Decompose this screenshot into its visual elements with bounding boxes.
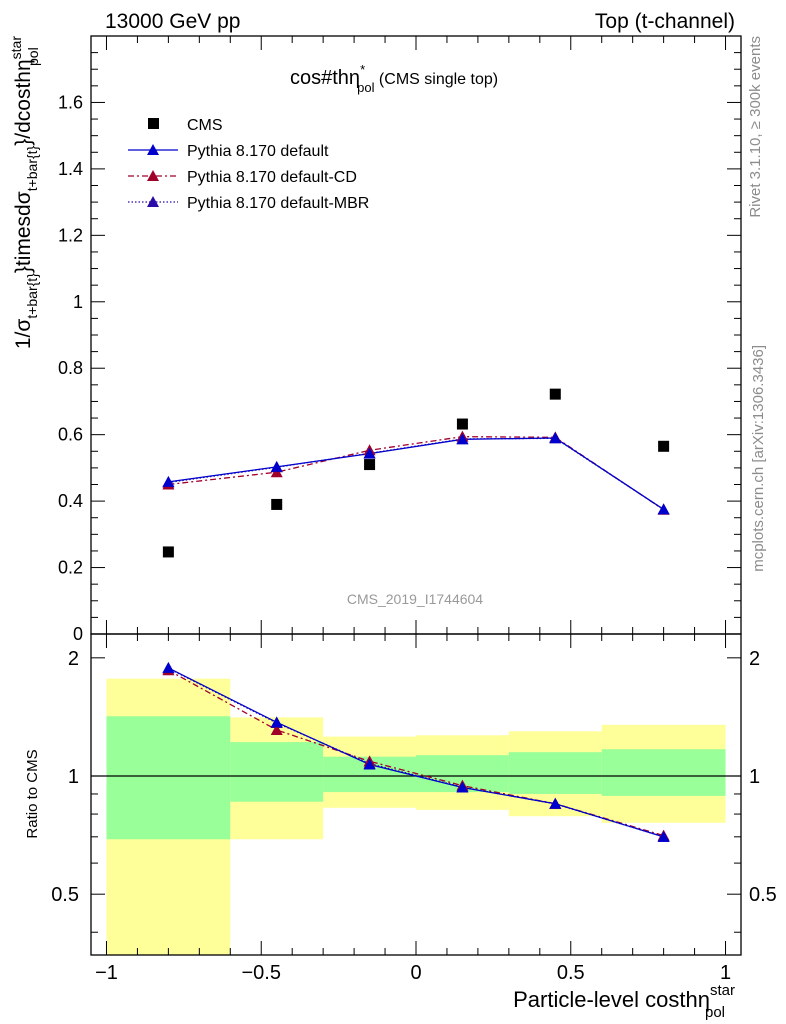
ratio-point-default <box>270 716 283 728</box>
legend: CMS Pythia 8.170 default Pythia 8.170 de… <box>128 117 369 212</box>
main-ytick-label: 0.6 <box>58 425 83 445</box>
rivet-label: Rivet 3.1.10, ≥ 300k events <box>747 36 764 218</box>
ratio-xtick-label: 0 <box>410 962 421 984</box>
legend-marker-mbr <box>147 196 159 207</box>
legend-label-cms: CMS <box>187 117 223 134</box>
main-title-sub: pol <box>357 80 374 95</box>
main-ylabel-c-sub: pol <box>25 47 41 66</box>
ratio-band-inner <box>508 752 602 794</box>
ratio-point-default <box>363 758 376 770</box>
xlabel-sup: star <box>710 982 735 999</box>
main-ytick-label: 1.6 <box>58 92 83 112</box>
main-x-ticks <box>105 36 727 634</box>
ratio-y-axis: 0.5 0.5 1 1 2 2 <box>51 648 777 933</box>
main-point-default <box>162 475 175 487</box>
xlabel-main: Particle-level costhη <box>513 987 710 1012</box>
main-ytick-label: 0.8 <box>58 358 83 378</box>
main-ylabel-c: }/dcosthη <box>12 59 35 145</box>
main-point-default <box>549 431 562 443</box>
main-point-cms <box>658 440 670 452</box>
main-point-cms <box>364 459 376 471</box>
main-point-cms <box>456 418 468 430</box>
watermark: CMS_2019_I1744604 <box>347 591 483 607</box>
ratio-band-inner <box>230 742 324 802</box>
mcplots-label: mcplots.cern.ch [arXiv:1306.3436] <box>750 345 767 572</box>
ratio-xtick-label: −0.5 <box>241 962 280 984</box>
main-ytick-label: 1.2 <box>58 225 83 245</box>
legend-marker-cd <box>147 170 159 181</box>
main-point-cms <box>162 546 174 558</box>
legend-entry-mbr: Pythia 8.170 default-MBR <box>128 195 369 212</box>
main-ytick-label: 0.2 <box>58 558 83 578</box>
main-point-default <box>363 447 376 459</box>
main-ytick-label: 0.4 <box>58 491 83 511</box>
main-line-mbr <box>168 437 664 510</box>
main-ylabel: 1/σt+bar{t}}timesdσt+bar{t}}/dcosthηstar… <box>8 36 41 349</box>
xlabel: Particle-level costhηstar pol <box>513 982 735 1021</box>
legend-label-default: Pythia 8.170 default <box>187 143 329 160</box>
ratio-xtick-label: −1 <box>95 962 118 984</box>
legend-entry-cms: CMS <box>148 117 223 134</box>
ratio-line-default <box>168 667 664 838</box>
ratio-xtick-label: 0.5 <box>557 962 585 984</box>
main-point-default <box>456 433 469 445</box>
main-ylabel-a-sub: t+bar{t} <box>24 273 40 319</box>
ratio-line-cd <box>168 669 664 837</box>
main-line-default <box>168 437 664 510</box>
ratio-point-default <box>657 830 670 842</box>
ratio-band-inner <box>601 749 726 796</box>
main-title-sup: * <box>360 62 365 77</box>
ratio-ytick-label-right: 1 <box>749 766 760 788</box>
main-ytick-label: 0 <box>73 624 83 644</box>
ratio-ytick-label-right: 0.5 <box>749 884 777 906</box>
main-point-default <box>657 503 670 515</box>
legend-label-cd: Pythia 8.170 default-CD <box>187 169 357 186</box>
main-line-cd <box>168 436 664 511</box>
ratio-plot-area <box>91 661 741 955</box>
main-point-default <box>270 460 283 472</box>
main-title: cos#thη* pol (CMS single top) <box>290 62 498 95</box>
main-ylabel-b: }timesdσ <box>12 191 35 273</box>
main-ylabel-c-sup: star <box>8 36 24 60</box>
ratio-point-default <box>456 781 469 793</box>
ratio-ytick-label: 1 <box>68 766 79 788</box>
legend-label-mbr: Pythia 8.170 default-MBR <box>187 195 369 212</box>
main-title-main: cos#thη <box>290 67 360 89</box>
main-point-cms <box>271 498 283 510</box>
legend-marker-default <box>147 144 159 155</box>
main-plot-area <box>162 388 670 558</box>
main-ytick-label: 1 <box>73 292 83 312</box>
header-left: 13000 GeV pp <box>105 10 240 33</box>
legend-entry-cd: Pythia 8.170 default-CD <box>128 169 357 186</box>
ratio-point-cd <box>270 723 283 735</box>
xlabel-sub: pol <box>705 1004 725 1021</box>
ratio-x-axis: −1 −0.5 0 0.5 1 <box>95 634 731 984</box>
main-title-suffix: (CMS single top) <box>374 71 498 88</box>
header-right: Top (t-channel) <box>595 10 735 33</box>
ratio-point-default <box>549 797 562 809</box>
ratio-ytick-label: 2 <box>68 648 79 670</box>
ratio-panel: 0.5 0.5 1 1 2 2 −1 −0.5 0 0.5 1 Ratio to CMS Part… <box>24 633 777 1021</box>
ratio-xtick-label: 1 <box>720 962 731 984</box>
main-ylabel-b-sub: t+bar{t} <box>24 145 40 191</box>
main-point-cms <box>549 388 561 400</box>
ratio-point-default <box>162 661 175 673</box>
ratio-band-inner <box>106 716 231 840</box>
ratio-ytick-label-right: 2 <box>749 648 760 670</box>
ratio-ytick-label: 0.5 <box>51 884 79 906</box>
main-ylabel-a: 1/σ <box>12 319 35 350</box>
legend-entry-default: Pythia 8.170 default <box>128 143 329 160</box>
main-y-axis: 0 0.2 0.4 0.6 0.8 1 1.2 1.4 1.6 <box>58 35 741 644</box>
ratio-ylabel: Ratio to CMS <box>24 749 41 838</box>
legend-marker-cms <box>148 118 159 129</box>
main-ytick-label: 1.4 <box>58 159 83 179</box>
main-panel: 0 0.2 0.4 0.6 0.8 1 1.2 1.4 1.6 cos#thη* pol (CMS… <box>8 35 742 644</box>
